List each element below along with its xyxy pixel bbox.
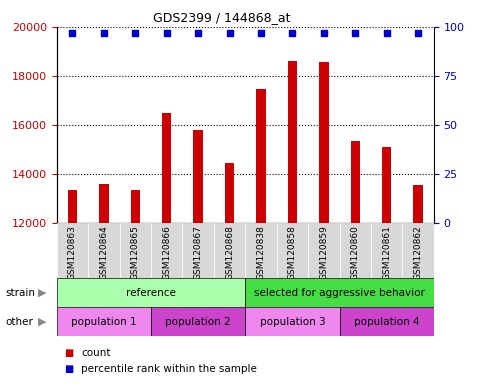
Bar xyxy=(88,223,119,278)
Text: GDS2399 / 144868_at: GDS2399 / 144868_at xyxy=(153,12,290,25)
Point xyxy=(163,30,171,36)
Text: strain: strain xyxy=(5,288,35,298)
Point xyxy=(414,30,422,36)
Text: reference: reference xyxy=(126,288,176,298)
Text: GSM120859: GSM120859 xyxy=(319,225,328,280)
Point xyxy=(320,30,328,36)
Point xyxy=(131,30,139,36)
Bar xyxy=(319,62,328,223)
Text: GSM120868: GSM120868 xyxy=(225,225,234,280)
Text: GSM120858: GSM120858 xyxy=(288,225,297,280)
Text: GSM120863: GSM120863 xyxy=(68,225,77,280)
Bar xyxy=(340,307,434,336)
Text: GSM120866: GSM120866 xyxy=(162,225,171,280)
Text: GSM120861: GSM120861 xyxy=(382,225,391,280)
Point xyxy=(100,30,108,36)
Bar xyxy=(57,223,88,278)
Text: count: count xyxy=(81,348,111,358)
Bar xyxy=(245,278,434,307)
Text: percentile rank within the sample: percentile rank within the sample xyxy=(81,364,257,374)
Point xyxy=(352,30,359,36)
Bar xyxy=(277,223,308,278)
Text: ▶: ▶ xyxy=(37,316,46,327)
Bar xyxy=(351,141,360,223)
Bar xyxy=(245,223,277,278)
Point xyxy=(288,30,296,36)
Text: GSM120838: GSM120838 xyxy=(256,225,266,280)
Bar xyxy=(288,61,297,223)
Bar xyxy=(151,223,182,278)
Bar xyxy=(68,190,77,223)
Bar xyxy=(402,223,434,278)
Text: GSM120865: GSM120865 xyxy=(131,225,140,280)
Bar xyxy=(340,223,371,278)
Text: population 3: population 3 xyxy=(260,316,325,327)
Bar xyxy=(57,278,245,307)
Bar xyxy=(162,113,172,223)
Text: GSM120864: GSM120864 xyxy=(99,225,108,280)
Point xyxy=(194,30,202,36)
Bar xyxy=(182,223,214,278)
Text: other: other xyxy=(5,316,33,327)
Text: population 2: population 2 xyxy=(165,316,231,327)
Point xyxy=(383,30,390,36)
Text: ■: ■ xyxy=(64,348,73,358)
Bar xyxy=(214,223,246,278)
Bar xyxy=(414,185,423,223)
Text: ■: ■ xyxy=(64,364,73,374)
Bar xyxy=(382,147,391,223)
Text: ▶: ▶ xyxy=(37,288,46,298)
Bar xyxy=(57,307,151,336)
Bar xyxy=(119,223,151,278)
Bar xyxy=(308,223,340,278)
Bar xyxy=(99,184,108,223)
Text: GSM120867: GSM120867 xyxy=(194,225,203,280)
Text: population 1: population 1 xyxy=(71,316,137,327)
Bar xyxy=(256,89,266,223)
Bar xyxy=(193,130,203,223)
Text: selected for aggressive behavior: selected for aggressive behavior xyxy=(254,288,425,298)
Point xyxy=(69,30,76,36)
Point xyxy=(226,30,234,36)
Text: GSM120862: GSM120862 xyxy=(414,225,423,280)
Bar xyxy=(225,163,234,223)
Text: GSM120860: GSM120860 xyxy=(351,225,360,280)
Bar xyxy=(151,307,245,336)
Bar xyxy=(245,307,340,336)
Bar xyxy=(131,190,140,223)
Text: population 4: population 4 xyxy=(354,316,420,327)
Bar xyxy=(371,223,402,278)
Point xyxy=(257,30,265,36)
